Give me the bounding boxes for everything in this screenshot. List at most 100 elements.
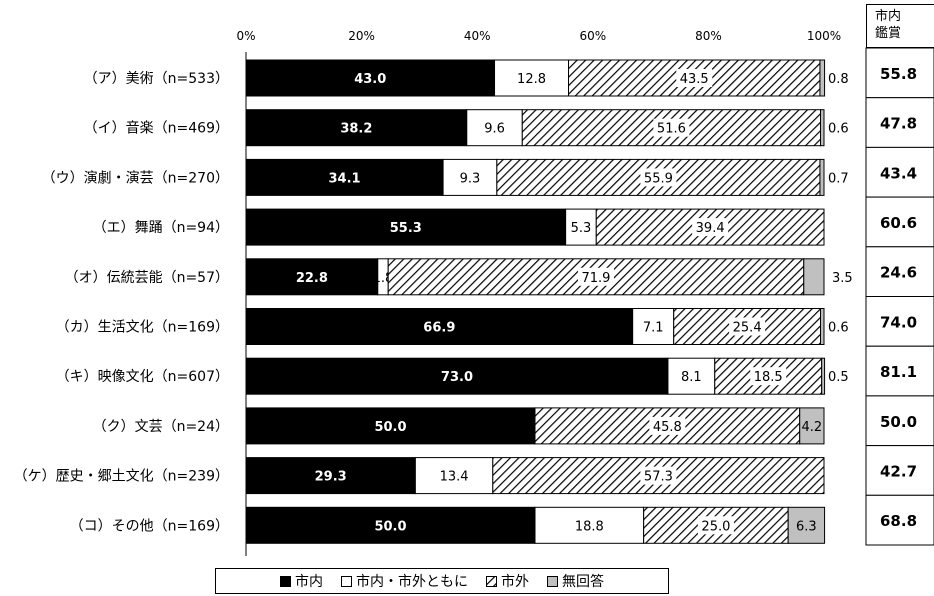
side-header-line1: 市内 (875, 9, 902, 24)
side-value: 43.4 (880, 164, 917, 182)
category-label: （オ）伝統芸能（n=57） (65, 270, 229, 286)
data-label: 50.0 (374, 420, 406, 435)
data-label-background (692, 218, 729, 237)
bar-segment-no-answer (820, 109, 825, 147)
bar-segment-both (534, 506, 645, 544)
data-label: 8.1 (681, 370, 702, 385)
x-tick-label: 80% (695, 29, 722, 43)
side-value-cell (865, 146, 934, 198)
data-label: 51.6 (657, 122, 686, 137)
data-label-background (653, 118, 690, 137)
data-label: 45.8 (653, 420, 682, 435)
legend-item-city: 市内 (280, 571, 323, 591)
legend-label-no-answer: 無回答 (562, 574, 604, 590)
category-label: （ケ）歴史・郷土文化（n=239） (14, 469, 229, 485)
bar-segment-both (494, 59, 570, 97)
data-label: 55.3 (390, 221, 422, 236)
data-label: 3.5 (832, 271, 853, 286)
side-value-cell (865, 296, 934, 347)
bar-segment-no-answer (821, 357, 826, 395)
bar-segment-no-answer (799, 407, 825, 445)
data-label-background (676, 69, 713, 87)
side-value: 81.1 (880, 363, 917, 381)
data-label: 71.9 (582, 271, 611, 286)
data-label: 18.5 (754, 370, 783, 385)
chart-legend: 市内 市内・市外ともに 市外 無回答 (215, 568, 669, 594)
side-value-cell (865, 345, 934, 397)
data-label: 73.0 (441, 370, 473, 385)
side-header-line2: 鑑賞 (875, 26, 902, 41)
bar-segment-both (414, 457, 494, 495)
legend-label-both: 市内・市外ともに (356, 574, 468, 590)
category-label: （イ）音楽（n=469） (84, 120, 229, 137)
side-value-cell (865, 445, 934, 496)
data-label: 29.3 (315, 470, 347, 485)
side-value: 42.7 (880, 462, 917, 480)
category-label: （カ）生活文化（n=169） (56, 320, 229, 336)
category-label: （コ）その他（n=169） (70, 518, 229, 534)
data-label-background (577, 267, 614, 286)
data-label: 13.4 (440, 470, 469, 485)
data-label-background (750, 367, 787, 386)
bar-segment-no-answer (819, 158, 825, 196)
data-label: 39.4 (696, 221, 725, 236)
category-label: （ア）美術（n=533） (84, 71, 229, 87)
side-value-cell (865, 97, 934, 148)
data-label: 9.3 (460, 171, 481, 186)
data-label: 0.7 (828, 171, 849, 186)
side-column-header: 市内 鑑賞 (866, 4, 934, 48)
bar-segment-city (245, 357, 669, 395)
data-label: 0.6 (828, 321, 849, 336)
data-label: 43.5 (680, 72, 709, 87)
data-label: 43.0 (354, 72, 386, 87)
data-label: 18.8 (575, 519, 604, 534)
bar-segment-city (245, 109, 468, 147)
legend-swatch-city (280, 575, 291, 587)
data-label-background (640, 168, 677, 187)
bar-segment-city (245, 258, 379, 296)
data-label-background (649, 416, 686, 435)
data-label: 0.8 (828, 72, 849, 87)
bar-segment-no-answer (787, 506, 826, 544)
data-label: 25.4 (733, 321, 762, 336)
data-label-background (697, 516, 734, 535)
x-tick-label: 60% (579, 29, 606, 43)
bar-segment-both (442, 158, 498, 196)
bar-segment-both (632, 308, 675, 345)
side-value-cell (865, 395, 934, 447)
side-value: 60.6 (880, 214, 917, 232)
data-label-background (729, 317, 766, 336)
data-label: 25.0 (701, 519, 730, 534)
bar-segment-no-answer (820, 308, 825, 345)
bar-segment-both (667, 357, 716, 395)
bar-segment-city (245, 457, 416, 495)
bar-segment-city (245, 208, 567, 246)
bar-segment-city (245, 158, 444, 196)
data-label: 7.1 (643, 321, 664, 336)
bar-segment-both (466, 109, 523, 147)
bar-segment-no-answer (803, 258, 825, 296)
data-label: 22.8 (296, 271, 328, 286)
side-value-cell (865, 196, 934, 248)
legend-item-both: 市内・市外ともに (341, 571, 468, 591)
legend-label-outside: 市外 (501, 574, 529, 590)
legend-item-outside: 市外 (486, 571, 529, 591)
data-label: 38.2 (340, 122, 372, 137)
side-value-cell (865, 47, 934, 99)
data-label: 34.1 (329, 171, 361, 186)
x-tick-label: 100% (807, 29, 841, 43)
category-label: （ウ）演劇・演芸（n=270） (42, 170, 229, 186)
data-label: 4.2 (802, 420, 823, 435)
legend-item-no-answer: 無回答 (547, 571, 604, 591)
side-value-cell (865, 494, 934, 546)
data-label: 9.6 (484, 122, 505, 137)
data-label: 0.6 (828, 122, 849, 137)
category-label: （エ）舞踊（n=94） (93, 220, 229, 236)
side-value: 24.6 (880, 264, 917, 282)
bar-segment-both (565, 208, 597, 246)
legend-swatch-both (341, 575, 352, 587)
data-label: 66.9 (423, 321, 455, 336)
legend-swatch-outside (486, 575, 497, 587)
bar-segment-city (245, 407, 536, 445)
